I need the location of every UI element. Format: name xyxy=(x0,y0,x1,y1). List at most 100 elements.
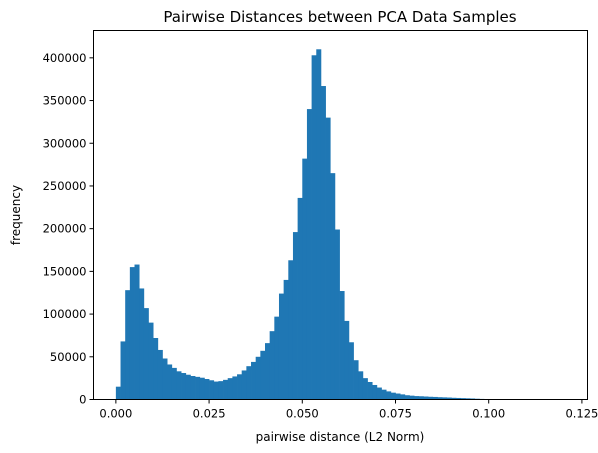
histogram-bar xyxy=(274,316,280,400)
y-tick-label: 200000 xyxy=(43,222,87,236)
histogram-bar xyxy=(418,396,424,400)
histogram-bar xyxy=(167,364,173,400)
histogram-bar xyxy=(460,398,466,400)
histogram-bar xyxy=(162,358,168,400)
y-tick-label: 350000 xyxy=(43,94,87,108)
histogram-bar xyxy=(456,397,462,400)
histogram-bar xyxy=(339,291,345,400)
histogram-bar xyxy=(148,322,154,400)
histogram-bar xyxy=(227,378,233,400)
histogram-bar xyxy=(362,378,368,400)
x-tick-label: 0.025 xyxy=(193,407,226,421)
histogram-bar xyxy=(446,397,452,400)
histogram-bar xyxy=(241,370,247,400)
histogram-bar xyxy=(171,367,177,400)
histogram-bar xyxy=(195,376,201,400)
histogram-bar xyxy=(218,381,224,400)
histogram-bar xyxy=(209,380,215,400)
histogram-bar xyxy=(386,391,392,400)
histogram-bar xyxy=(139,288,145,400)
plot-frame xyxy=(93,30,588,400)
histogram-bar xyxy=(325,117,331,400)
histogram-bar xyxy=(129,267,135,400)
histogram-bar xyxy=(260,350,266,400)
histogram-bar xyxy=(157,349,163,400)
histogram-bar xyxy=(125,290,131,400)
histogram-bar xyxy=(381,389,387,400)
x-tick-label: 0.075 xyxy=(379,407,412,421)
histogram-bar xyxy=(400,394,406,400)
y-tick-label: 100000 xyxy=(43,307,87,321)
histogram-bar xyxy=(190,376,196,400)
histogram-bar xyxy=(414,396,420,400)
histogram-bar xyxy=(283,279,289,400)
x-axis-ticks: 0.000 0.025 0.050 0.075 0.100 0.125 xyxy=(99,399,598,421)
y-tick-label: 0 xyxy=(79,393,86,407)
histogram-bar xyxy=(306,109,312,400)
histogram-bar xyxy=(288,260,294,400)
histogram-bar xyxy=(367,381,373,400)
histogram-bar xyxy=(437,397,443,400)
histogram-bar xyxy=(358,371,364,400)
x-axis-label: pairwise distance (L2 Norm) xyxy=(256,430,425,444)
histogram-bar xyxy=(185,374,191,400)
histogram-bar xyxy=(223,379,229,400)
histogram-bar xyxy=(251,361,257,400)
histogram-bar xyxy=(237,374,243,400)
histogram-bars xyxy=(115,49,583,400)
histogram-bar xyxy=(470,398,476,400)
y-tick-label: 50000 xyxy=(50,350,87,364)
histogram-bar xyxy=(432,396,438,400)
histogram-bar xyxy=(153,338,159,400)
y-tick-label: 400000 xyxy=(43,51,87,65)
histogram-bar xyxy=(199,377,205,400)
histogram-bar xyxy=(348,342,354,400)
histogram-bar xyxy=(376,387,382,400)
histogram-bar xyxy=(134,264,140,400)
x-tick-label: 0.000 xyxy=(99,407,132,421)
histogram-bar xyxy=(409,395,415,400)
histogram-bar xyxy=(246,366,252,400)
histogram-bar xyxy=(181,373,187,400)
x-tick-label: 0.100 xyxy=(472,407,505,421)
histogram-bar xyxy=(353,360,359,400)
histogram-bar xyxy=(297,197,303,400)
y-axis-label: frequency xyxy=(9,185,23,245)
histogram-bar xyxy=(404,395,410,400)
histogram-bar xyxy=(465,398,471,400)
histogram-bar xyxy=(395,393,401,400)
histogram-bar xyxy=(428,396,434,400)
histogram-bar xyxy=(204,379,210,400)
histogram-bar xyxy=(320,86,326,400)
histogram-bar xyxy=(292,232,298,400)
histogram-bar xyxy=(115,386,121,400)
histogram-bar xyxy=(334,229,340,400)
histogram-bar xyxy=(176,371,182,400)
histogram-bar xyxy=(442,397,448,400)
histogram-bar xyxy=(311,55,317,400)
histogram-bar xyxy=(120,341,126,400)
histogram-bar xyxy=(316,49,322,400)
x-tick-label: 0.125 xyxy=(565,407,598,421)
histogram-bar xyxy=(390,392,396,400)
histogram-bar xyxy=(451,397,457,400)
histogram-bar xyxy=(265,343,271,400)
histogram-bar xyxy=(344,320,350,400)
chart-title: Pairwise Distances between PCA Data Samp… xyxy=(163,8,516,26)
histogram-bar xyxy=(302,158,308,400)
histogram-bar xyxy=(255,356,261,400)
histogram-bar xyxy=(232,376,238,400)
histogram-bar xyxy=(269,331,275,400)
histogram-bar xyxy=(372,384,378,400)
histogram-bar xyxy=(330,173,336,400)
y-tick-label: 300000 xyxy=(43,136,87,150)
histogram-bar xyxy=(423,396,429,400)
y-tick-label: 250000 xyxy=(43,179,87,193)
y-axis-ticks: 0 50000 100000 150000 200000 250000 300000 3500… xyxy=(43,51,94,407)
histogram-bar xyxy=(143,308,149,400)
histogram-bar xyxy=(278,293,284,400)
x-tick-label: 0.050 xyxy=(286,407,319,421)
y-tick-label: 150000 xyxy=(43,264,87,278)
histogram-bar xyxy=(213,381,219,400)
